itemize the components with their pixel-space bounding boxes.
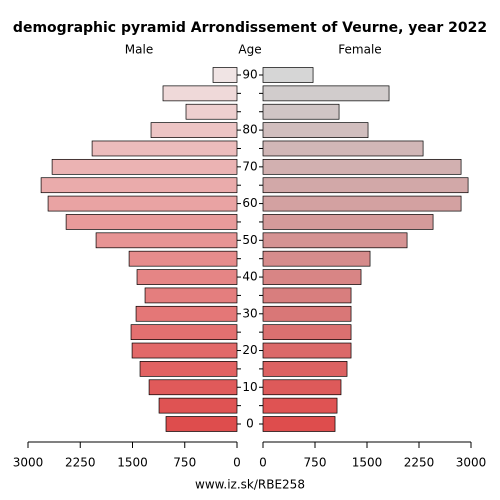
x-tick-label: 3000 <box>13 456 44 470</box>
age-label: 30 <box>242 306 257 320</box>
bar-female <box>262 158 462 175</box>
bar-female <box>262 379 342 396</box>
age-label: 40 <box>242 270 257 284</box>
x-tick-label: 0 <box>259 456 267 470</box>
bar-female <box>262 122 369 138</box>
bar-male <box>95 232 238 249</box>
bar-male <box>47 195 238 212</box>
bar-male <box>158 397 238 414</box>
age-label: 20 <box>242 343 257 357</box>
bar-female <box>262 232 408 249</box>
age-label: 80 <box>242 123 257 137</box>
x-tick-label: 1500 <box>352 456 383 470</box>
bar-female <box>262 140 424 157</box>
footer: www.iz.sk/RBE258 <box>195 478 305 492</box>
bar-female <box>262 269 362 285</box>
bar-female <box>262 250 371 267</box>
bar-male <box>139 361 238 377</box>
x-tick-label: 750 <box>173 456 196 470</box>
bar-male <box>185 103 238 120</box>
x-tick-label: 2250 <box>65 456 96 470</box>
x-tick-label: 1500 <box>117 456 148 470</box>
bar-male <box>165 416 238 432</box>
bar-male <box>150 122 238 138</box>
bar-male <box>136 269 238 285</box>
bar-male <box>130 324 238 341</box>
bar-female <box>262 324 352 341</box>
bar-male <box>128 250 238 267</box>
chart-title: demographic pyramid Arrondissement of Ve… <box>13 20 487 36</box>
bar-female <box>262 342 352 359</box>
age-label: 10 <box>242 380 257 394</box>
bar-male <box>148 379 238 396</box>
bar-male <box>212 67 238 83</box>
bar-female <box>262 305 352 322</box>
bar-female <box>262 397 338 414</box>
bar-male <box>162 85 238 102</box>
legend-male: Male <box>125 43 153 57</box>
age-label: 50 <box>242 233 257 247</box>
bar-male <box>91 140 238 157</box>
bar-female <box>262 67 314 83</box>
bar-male <box>135 305 238 322</box>
bar-female <box>262 103 340 120</box>
bar-male <box>144 287 238 304</box>
bar-female <box>262 214 434 230</box>
x-tick-label: 0 <box>233 456 241 470</box>
bar-male <box>51 158 238 175</box>
age-label: 0 <box>246 417 254 431</box>
age-label: 60 <box>242 196 257 210</box>
bar-male <box>40 177 238 194</box>
legend-female: Female <box>338 43 381 57</box>
bar-female <box>262 416 336 432</box>
y-axis-label: Age <box>238 43 261 57</box>
bar-female <box>262 287 352 304</box>
bar-female <box>262 361 348 377</box>
bar-male <box>65 214 238 230</box>
x-tick-label: 750 <box>304 456 327 470</box>
age-label: 90 <box>242 68 257 82</box>
age-label: 70 <box>242 159 257 173</box>
bar-female <box>262 195 462 212</box>
x-tick-label: 2250 <box>404 456 435 470</box>
x-tick-label: 3000 <box>456 456 487 470</box>
bar-female <box>262 177 469 194</box>
bar-female <box>262 85 390 102</box>
bar-male <box>131 342 238 359</box>
